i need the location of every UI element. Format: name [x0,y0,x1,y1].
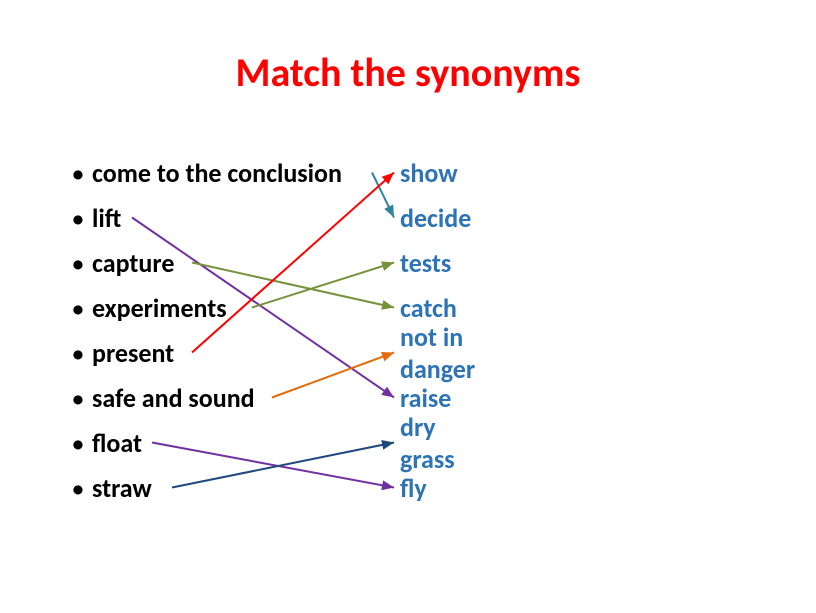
word-row: •presentnot in danger [64,330,342,375]
left-word: lift [92,202,121,234]
bullet-icon: • [64,472,92,504]
left-word: straw [92,472,152,504]
right-word: decide [400,202,471,234]
left-word: present [92,337,174,369]
left-word: come to the conclusion [92,157,342,189]
left-word: experiments [92,292,227,324]
right-word: fly [400,472,427,504]
left-word: capture [92,247,174,279]
right-word: dry grass [400,411,455,475]
word-row: •come to the conclusionshow [64,150,342,195]
left-word: float [92,427,142,459]
word-row: •safe and soundraise [64,375,342,420]
right-word: show [400,157,458,189]
bullet-icon: • [64,157,92,189]
word-row: •capturetests [64,240,342,285]
word-row: •floatdry grass [64,420,342,465]
word-row: •strawfly [64,465,342,510]
right-word: raise [400,382,451,414]
word-row: •liftdecide [64,195,342,240]
content-area: •come to the conclusionshow•liftdecide•c… [64,150,342,510]
bullet-icon: • [64,382,92,414]
left-word: safe and sound [92,382,255,414]
slide-title: Match the synonyms [0,48,816,97]
bullet-icon: • [64,247,92,279]
bullet-icon: • [64,292,92,324]
right-word: not in danger [400,321,475,385]
bullet-icon: • [64,202,92,234]
bullet-icon: • [64,427,92,459]
right-word: tests [400,247,451,279]
bullet-icon: • [64,337,92,369]
word-row: •experimentscatch [64,285,342,330]
right-word: catch [400,292,457,324]
